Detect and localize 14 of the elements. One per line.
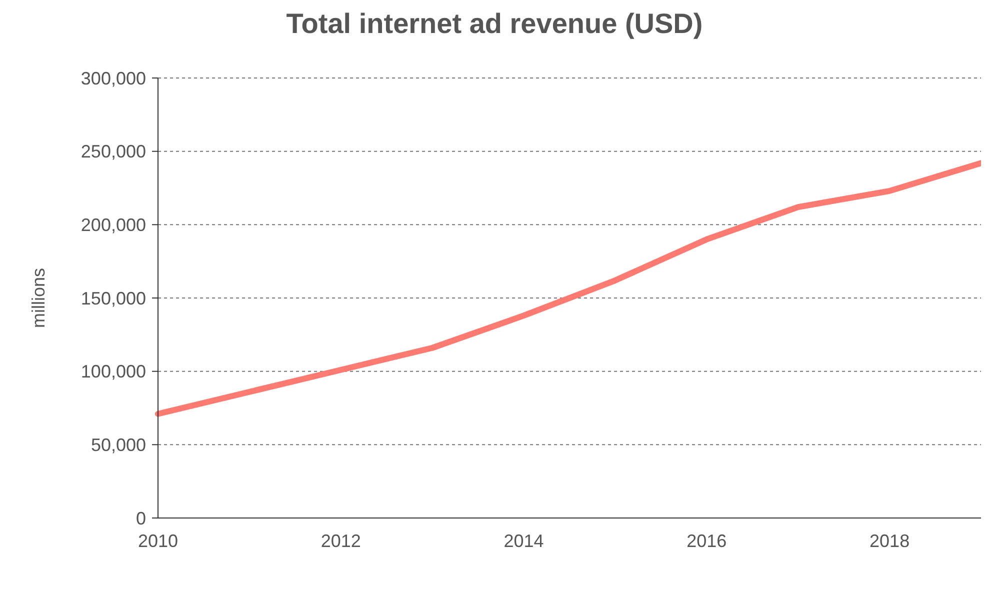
x-tick-label: 2010 [138,530,178,551]
y-tick-label: 250,000 [80,142,146,162]
x-tick-label: 2012 [320,530,361,551]
y-tick-label: 200,000 [80,215,146,236]
y-tick-label: 300,000 [80,68,146,88]
y-tick-label: 150,000 [80,288,146,308]
y-tick-label: 0 [136,508,146,528]
x-tick-label: 2014 [504,530,544,551]
chart-title: Total internet ad revenue (USD) [285,8,704,41]
x-tick-label: 2016 [686,530,727,551]
x-tick-label: 2018 [870,530,910,551]
y-axis-title: millions [28,268,48,328]
y-tick-label: 50,000 [90,435,146,456]
y-tick-label: 100,000 [80,362,146,382]
